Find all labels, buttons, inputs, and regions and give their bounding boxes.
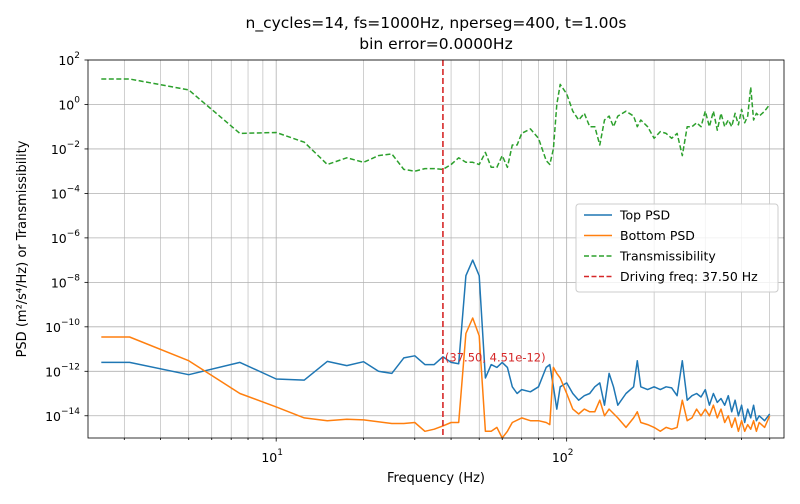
legend-box	[575, 203, 779, 293]
driving-frequency-annotation: (37.50, 4.51e-12)	[445, 351, 546, 365]
y-tick-label-base: 10	[51, 275, 67, 290]
y-tick-label-base: 10	[51, 231, 67, 246]
y-tick-label-exponent: −4	[67, 184, 81, 194]
annotation-layer: (37.50, 4.51e-12)	[445, 351, 546, 365]
y-tick-label: 102	[58, 51, 80, 68]
top-psd-line	[101, 259, 771, 424]
y-tick-label-base: 10	[58, 53, 74, 68]
y-tick-label: 10−6	[51, 229, 80, 246]
series-layer	[101, 60, 771, 438]
y-tick-label: 10−8	[51, 273, 80, 290]
chart-title-line1: n_cycles=14, fs=1000Hz, nperseg=400, t=1…	[246, 14, 627, 33]
y-tick-label-exponent: −2	[67, 140, 80, 150]
y-tick-label-exponent: −12	[61, 362, 80, 372]
bottom-psd-line	[101, 317, 771, 438]
x-tick-label-base: 10	[261, 450, 277, 465]
y-tick-label: 10−14	[45, 407, 80, 424]
legend-label-transmissibility: Transmissibility	[619, 249, 716, 264]
y-tick-label-base: 10	[45, 409, 61, 424]
y-tick-label-base: 10	[45, 364, 61, 379]
y-tick-label-base: 10	[51, 142, 67, 157]
y-tick-label: 10−12	[45, 362, 80, 379]
legend: Top PSD Bottom PSD Transmissibility Driving…	[575, 203, 779, 293]
y-tick-label: 10−10	[45, 318, 80, 335]
x-axis-label: Frequency (Hz)	[387, 471, 485, 486]
x-tick-label: 102	[552, 448, 574, 465]
y-tick-label-exponent: 2	[74, 51, 80, 61]
axis-ticks: 10−1410−1210−1010−810−610−410−2100102101…	[45, 51, 771, 465]
y-tick-label-exponent: −14	[61, 407, 80, 417]
y-tick-label-exponent: 0	[74, 95, 80, 105]
y-tick-label-exponent: −10	[61, 318, 80, 328]
x-tick-label-base: 10	[552, 450, 568, 465]
plot-frame	[87, 59, 785, 439]
y-tick-label-base: 10	[58, 97, 74, 112]
x-tick-label-exponent: 2	[568, 448, 574, 458]
y-tick-label-base: 10	[51, 186, 67, 201]
legend-label-bottom-psd: Bottom PSD	[620, 228, 695, 243]
x-tick-label: 101	[261, 448, 283, 465]
y-tick-label: 100	[58, 95, 80, 112]
chart-title-line2: bin error=0.0000Hz	[359, 35, 512, 53]
y-axis-label: PSD (m²/s⁴/Hz) or Transmissibility	[15, 140, 30, 357]
y-tick-label-exponent: −8	[67, 273, 81, 283]
y-tick-label: 10−4	[51, 184, 80, 201]
x-tick-label-exponent: 1	[277, 448, 283, 458]
legend-label-top-psd: Top PSD	[619, 208, 670, 223]
transmissibility-line	[101, 78, 771, 172]
y-tick-label: 10−2	[51, 140, 80, 157]
y-tick-label-exponent: −6	[67, 229, 81, 239]
legend-label-driving-freq-37-50-hz: Driving freq: 37.50 Hz	[620, 269, 758, 284]
y-tick-label-base: 10	[45, 320, 61, 335]
